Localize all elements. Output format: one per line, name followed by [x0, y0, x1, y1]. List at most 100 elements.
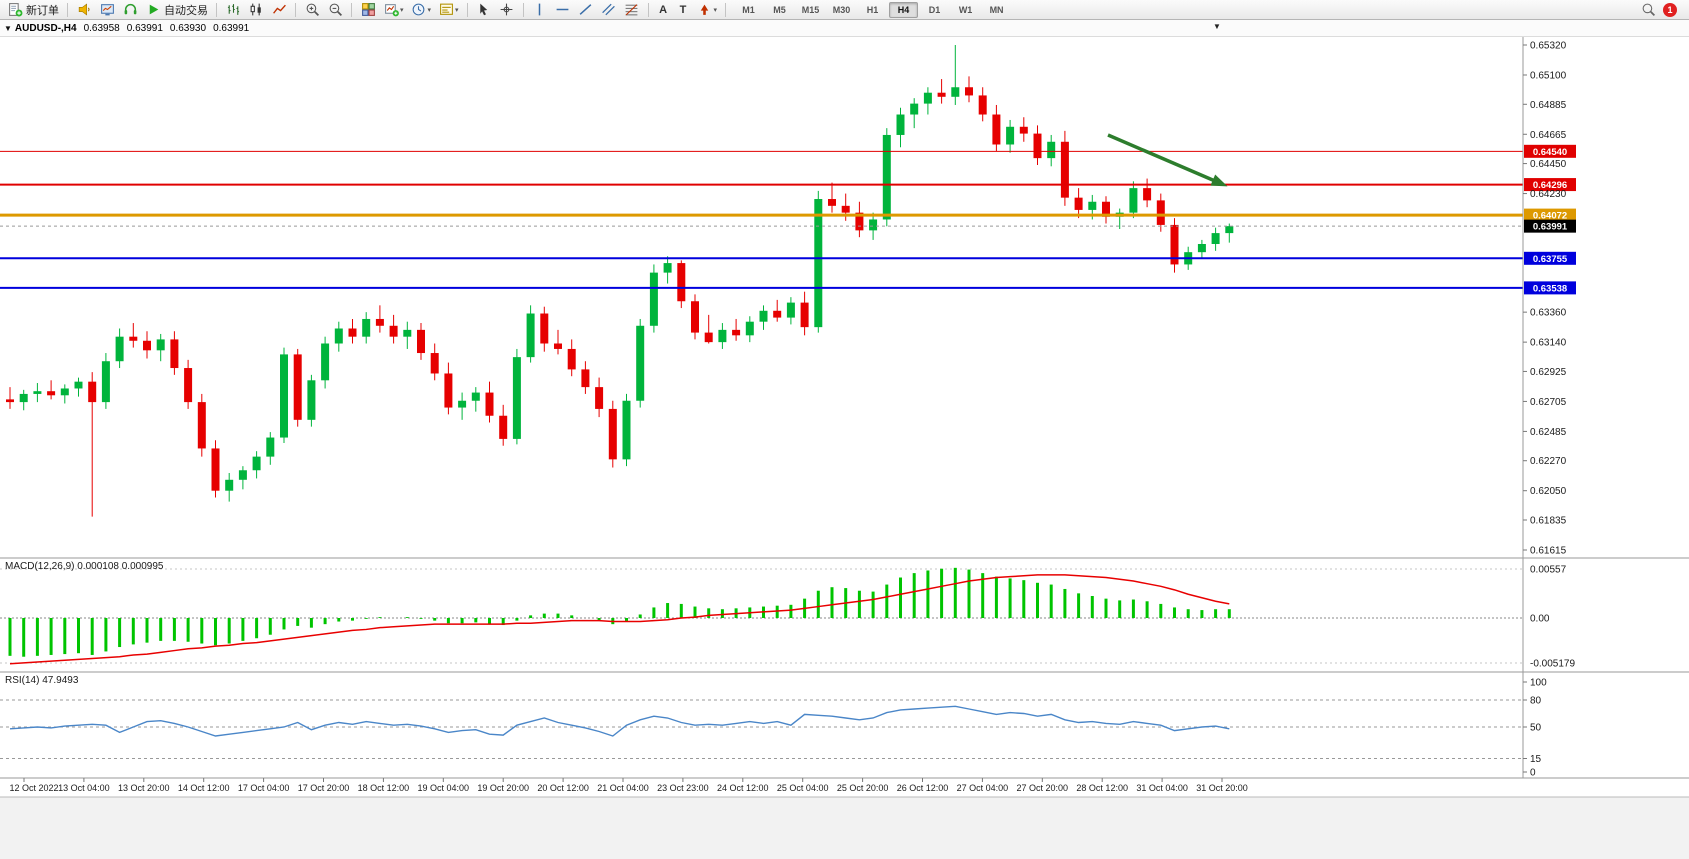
price-line-badge-label: 0.63755	[1533, 254, 1568, 265]
price-axis-label: 0.64665	[1530, 130, 1567, 141]
price-line-badge-label: 0.63538	[1533, 283, 1567, 294]
toolbar-separator	[725, 2, 727, 17]
time-axis-label: 13 Oct 20:00	[118, 783, 170, 793]
timeframe-h1-button[interactable]: H1	[866, 4, 879, 15]
fibonacci-icon	[624, 2, 640, 17]
label-tool-icon: T	[679, 3, 687, 16]
vertical-line-tool-button[interactable]	[529, 1, 551, 19]
timeframe-w1-button[interactable]: W1	[958, 4, 973, 15]
trend-arrow-annotation[interactable]	[1107, 133, 1223, 186]
timeframe-m5-button[interactable]: M5	[773, 4, 786, 15]
rsi-axis-label: 0	[1530, 768, 1536, 779]
price-axis-label: 0.62925	[1530, 367, 1567, 378]
ohlc-close: 0.63991	[213, 22, 250, 34]
zoom-out-icon	[327, 2, 343, 17]
chart-region: ▼ AUDUSD-,H4 0.63958 0.63991 0.63930 0.6…	[0, 20, 1689, 859]
toolbar-separator	[67, 2, 68, 17]
price-line-badge	[1524, 178, 1576, 192]
tile-windows-icon	[360, 2, 376, 17]
new-order-button[interactable]: 新订单	[4, 1, 62, 19]
trendline-tool-button[interactable]	[575, 1, 597, 19]
price-axis-label: 0.62270	[1530, 456, 1567, 467]
zoom-out-button[interactable]	[324, 1, 346, 19]
macd-axis-label: 0.00557	[1530, 565, 1567, 576]
timeframe-d1-button[interactable]: D1	[928, 4, 941, 15]
tile-windows-button[interactable]	[357, 1, 379, 19]
channel-tool-button[interactable]	[598, 1, 620, 19]
fibonacci-tool-button[interactable]	[621, 1, 643, 19]
trendline-icon	[578, 2, 594, 17]
dropdown-caret-icon: ▾	[400, 6, 404, 14]
time-axis-label: 20 Oct 12:00	[537, 783, 589, 793]
arrows-tool-button[interactable]: ▾	[694, 1, 721, 19]
time-axis-label: 17 Oct 20:00	[298, 783, 350, 793]
timeframe-m15-button[interactable]: M15	[801, 4, 820, 15]
timeframe-mn-button[interactable]: MN	[989, 4, 1004, 15]
label-tool-button[interactable]: T	[674, 1, 693, 19]
ohlc-open: 0.63958	[83, 22, 120, 34]
rsi-axis-label: 15	[1530, 754, 1542, 765]
chart-shift-marker[interactable]: ▼	[1213, 22, 1221, 31]
timeframe-m1-button[interactable]: M1	[742, 4, 755, 15]
indicators-button[interactable]: ▾	[380, 1, 407, 19]
rsi-axis-label: 80	[1530, 696, 1542, 707]
ohlc-high: 0.63991	[126, 22, 163, 34]
bar-chart-button[interactable]	[222, 1, 244, 19]
time-axis-label: 12 Oct 2022	[9, 783, 58, 793]
charts-button[interactable]	[96, 1, 118, 19]
timeframe-m30-button[interactable]: M30	[832, 4, 851, 15]
time-axis-label: 19 Oct 04:00	[418, 783, 470, 793]
macd-axis-label: -0.005179	[1530, 659, 1575, 670]
price-line-badge	[1524, 281, 1576, 295]
macd-title: MACD(12,26,9)	[5, 561, 75, 572]
time-axis-label: 17 Oct 04:00	[238, 783, 290, 793]
macd-axis[interactable]: 0.00557 0.00 -0.005179	[1530, 565, 1575, 670]
chart-title: AUDUSD-,H4	[14, 22, 77, 34]
one-click-trading-toggle[interactable]: ▼	[4, 23, 12, 33]
arrow-tool-icon	[697, 2, 713, 17]
cursor-tool-button[interactable]	[473, 1, 495, 19]
new-order-label: 新订单	[26, 4, 59, 17]
window-bottom-filler	[0, 797, 1689, 859]
timeframe-h4-button[interactable]: H4	[889, 1, 919, 18]
notification-badge[interactable]: 1	[1663, 2, 1677, 17]
price-axis[interactable]: 0.65320 0.65100 0.64885 0.64665 0.64450 0.642…	[1523, 41, 1567, 557]
time-axis[interactable]: 12 Oct 2022 13 Oct 04:00 13 Oct 20:00 14 Oc…	[9, 778, 1248, 793]
candlestick-chart-button[interactable]	[245, 1, 267, 19]
chart-canvas[interactable]: 0.64540 0.64296 0.64072 0.63755 0.63538 0.639…	[0, 20, 1689, 859]
cursor-icon	[476, 2, 492, 17]
rsi-axis-label: 100	[1530, 678, 1547, 689]
time-axis-label: 25 Oct 04:00	[777, 783, 829, 793]
clock-icon	[411, 2, 427, 17]
horizontal-line-tool-button[interactable]	[552, 1, 574, 19]
periods-button[interactable]: ▾	[408, 1, 435, 19]
play-icon	[145, 2, 161, 17]
toolbar-separator	[647, 2, 649, 17]
line-chart-button[interactable]	[268, 1, 290, 19]
autotrading-button[interactable]: 自动交易	[142, 1, 211, 19]
time-axis-label: 27 Oct 20:00	[1017, 783, 1069, 793]
price-axis-label: 0.63140	[1530, 338, 1567, 349]
toolbar-separator	[351, 2, 352, 17]
dropdown-caret-icon: ▾	[427, 6, 432, 14]
zoom-in-icon	[304, 2, 320, 17]
price-axis-label: 0.64450	[1530, 159, 1567, 170]
crosshair-tool-button[interactable]	[496, 1, 518, 19]
new-order-icon	[7, 2, 23, 17]
zoom-in-button[interactable]	[301, 1, 323, 19]
speaker-icon	[76, 2, 92, 17]
text-tool-button[interactable]: A	[654, 1, 673, 19]
toolbar-separator	[216, 2, 217, 17]
price-axis-label: 0.61835	[1530, 516, 1567, 527]
templates-button[interactable]: ▾	[435, 1, 462, 19]
toolbar-right-group: 1	[1640, 2, 1685, 17]
current-price-badge-label: 0.63991	[1533, 222, 1568, 233]
alerts-button[interactable]	[73, 1, 95, 19]
time-axis-label: 26 Oct 12:00	[897, 783, 949, 793]
crosshair-icon	[499, 2, 515, 17]
search-icon[interactable]	[1640, 2, 1656, 17]
support-button[interactable]	[119, 1, 141, 19]
time-axis-label: 27 Oct 04:00	[957, 783, 1009, 793]
dropdown-caret-icon: ▾	[455, 6, 459, 14]
rsi-axis[interactable]: 100 80 50 15 0	[1523, 678, 1547, 779]
